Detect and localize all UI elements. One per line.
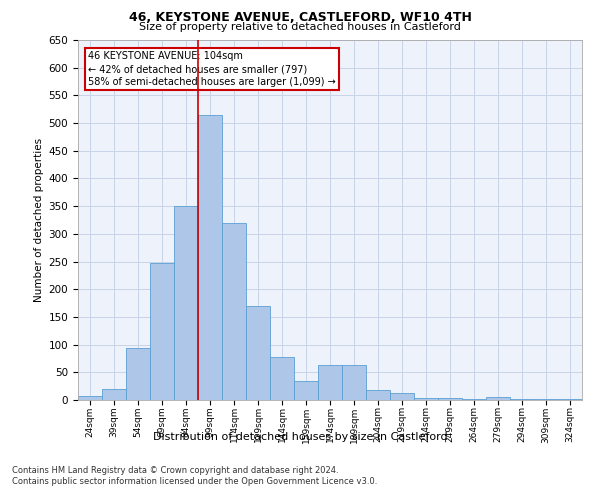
- Bar: [174, 206, 198, 400]
- Bar: [78, 396, 102, 400]
- Bar: [486, 397, 510, 400]
- Text: Size of property relative to detached houses in Castleford: Size of property relative to detached ho…: [139, 22, 461, 32]
- Bar: [390, 394, 414, 400]
- Y-axis label: Number of detached properties: Number of detached properties: [34, 138, 44, 302]
- Text: Distribution of detached houses by size in Castleford: Distribution of detached houses by size …: [152, 432, 448, 442]
- Bar: [294, 380, 318, 400]
- Bar: [342, 364, 366, 400]
- Text: 46 KEYSTONE AVENUE: 104sqm
← 42% of detached houses are smaller (797)
58% of sem: 46 KEYSTONE AVENUE: 104sqm ← 42% of deta…: [88, 51, 336, 87]
- Bar: [198, 115, 222, 400]
- Bar: [246, 306, 270, 400]
- Bar: [558, 399, 582, 400]
- Bar: [270, 357, 294, 400]
- Bar: [126, 348, 150, 400]
- Bar: [414, 398, 438, 400]
- Text: Contains public sector information licensed under the Open Government Licence v3: Contains public sector information licen…: [12, 478, 377, 486]
- Text: Contains HM Land Registry data © Crown copyright and database right 2024.: Contains HM Land Registry data © Crown c…: [12, 466, 338, 475]
- Bar: [318, 364, 342, 400]
- Bar: [438, 398, 462, 400]
- Bar: [222, 223, 246, 400]
- Bar: [366, 390, 390, 400]
- Bar: [102, 389, 126, 400]
- Bar: [150, 263, 174, 400]
- Text: 46, KEYSTONE AVENUE, CASTLEFORD, WF10 4TH: 46, KEYSTONE AVENUE, CASTLEFORD, WF10 4T…: [128, 11, 472, 24]
